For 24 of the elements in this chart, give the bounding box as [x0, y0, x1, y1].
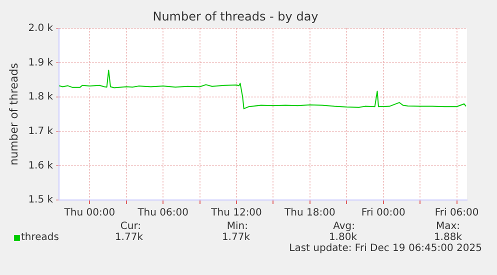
x-tick-label: Thu 12:00	[210, 208, 262, 219]
text: Cur:	[120, 221, 141, 232]
text: Avg:	[333, 221, 355, 232]
y-tick-label: 2.0 k	[28, 22, 54, 34]
text: 1.77k	[114, 232, 143, 243]
text: Max:	[436, 221, 460, 232]
y-tick-label: 1.7 k	[28, 126, 54, 137]
text: Last update: Fri Dec 19 06:45:00 2025	[289, 243, 482, 254]
y-tick-label: 1.9 k	[28, 57, 54, 68]
text: 1.77k	[222, 232, 250, 243]
legend-label: threads	[21, 232, 59, 243]
y-tick-label: 1.8 k	[28, 92, 54, 103]
text: 1.88k	[434, 232, 462, 243]
x-tick-label: Fri 00:00	[361, 208, 406, 219]
y-axis-title: number of threads	[7, 62, 20, 166]
y-tick-label: 1.5 k	[28, 194, 54, 206]
x-tick-label: Thu 00:00	[63, 208, 116, 219]
chart-title: Number of threads - by day	[152, 9, 318, 24]
x-tick-label: Thu 18:00	[284, 208, 336, 219]
x-tick-label: Thu 06:00	[136, 208, 188, 219]
x-tick-label: Fri 06:00	[434, 208, 479, 219]
text: Min:	[226, 221, 248, 232]
text: 1.80k	[328, 232, 357, 243]
y-tick-label: 1.6 k	[28, 160, 54, 172]
